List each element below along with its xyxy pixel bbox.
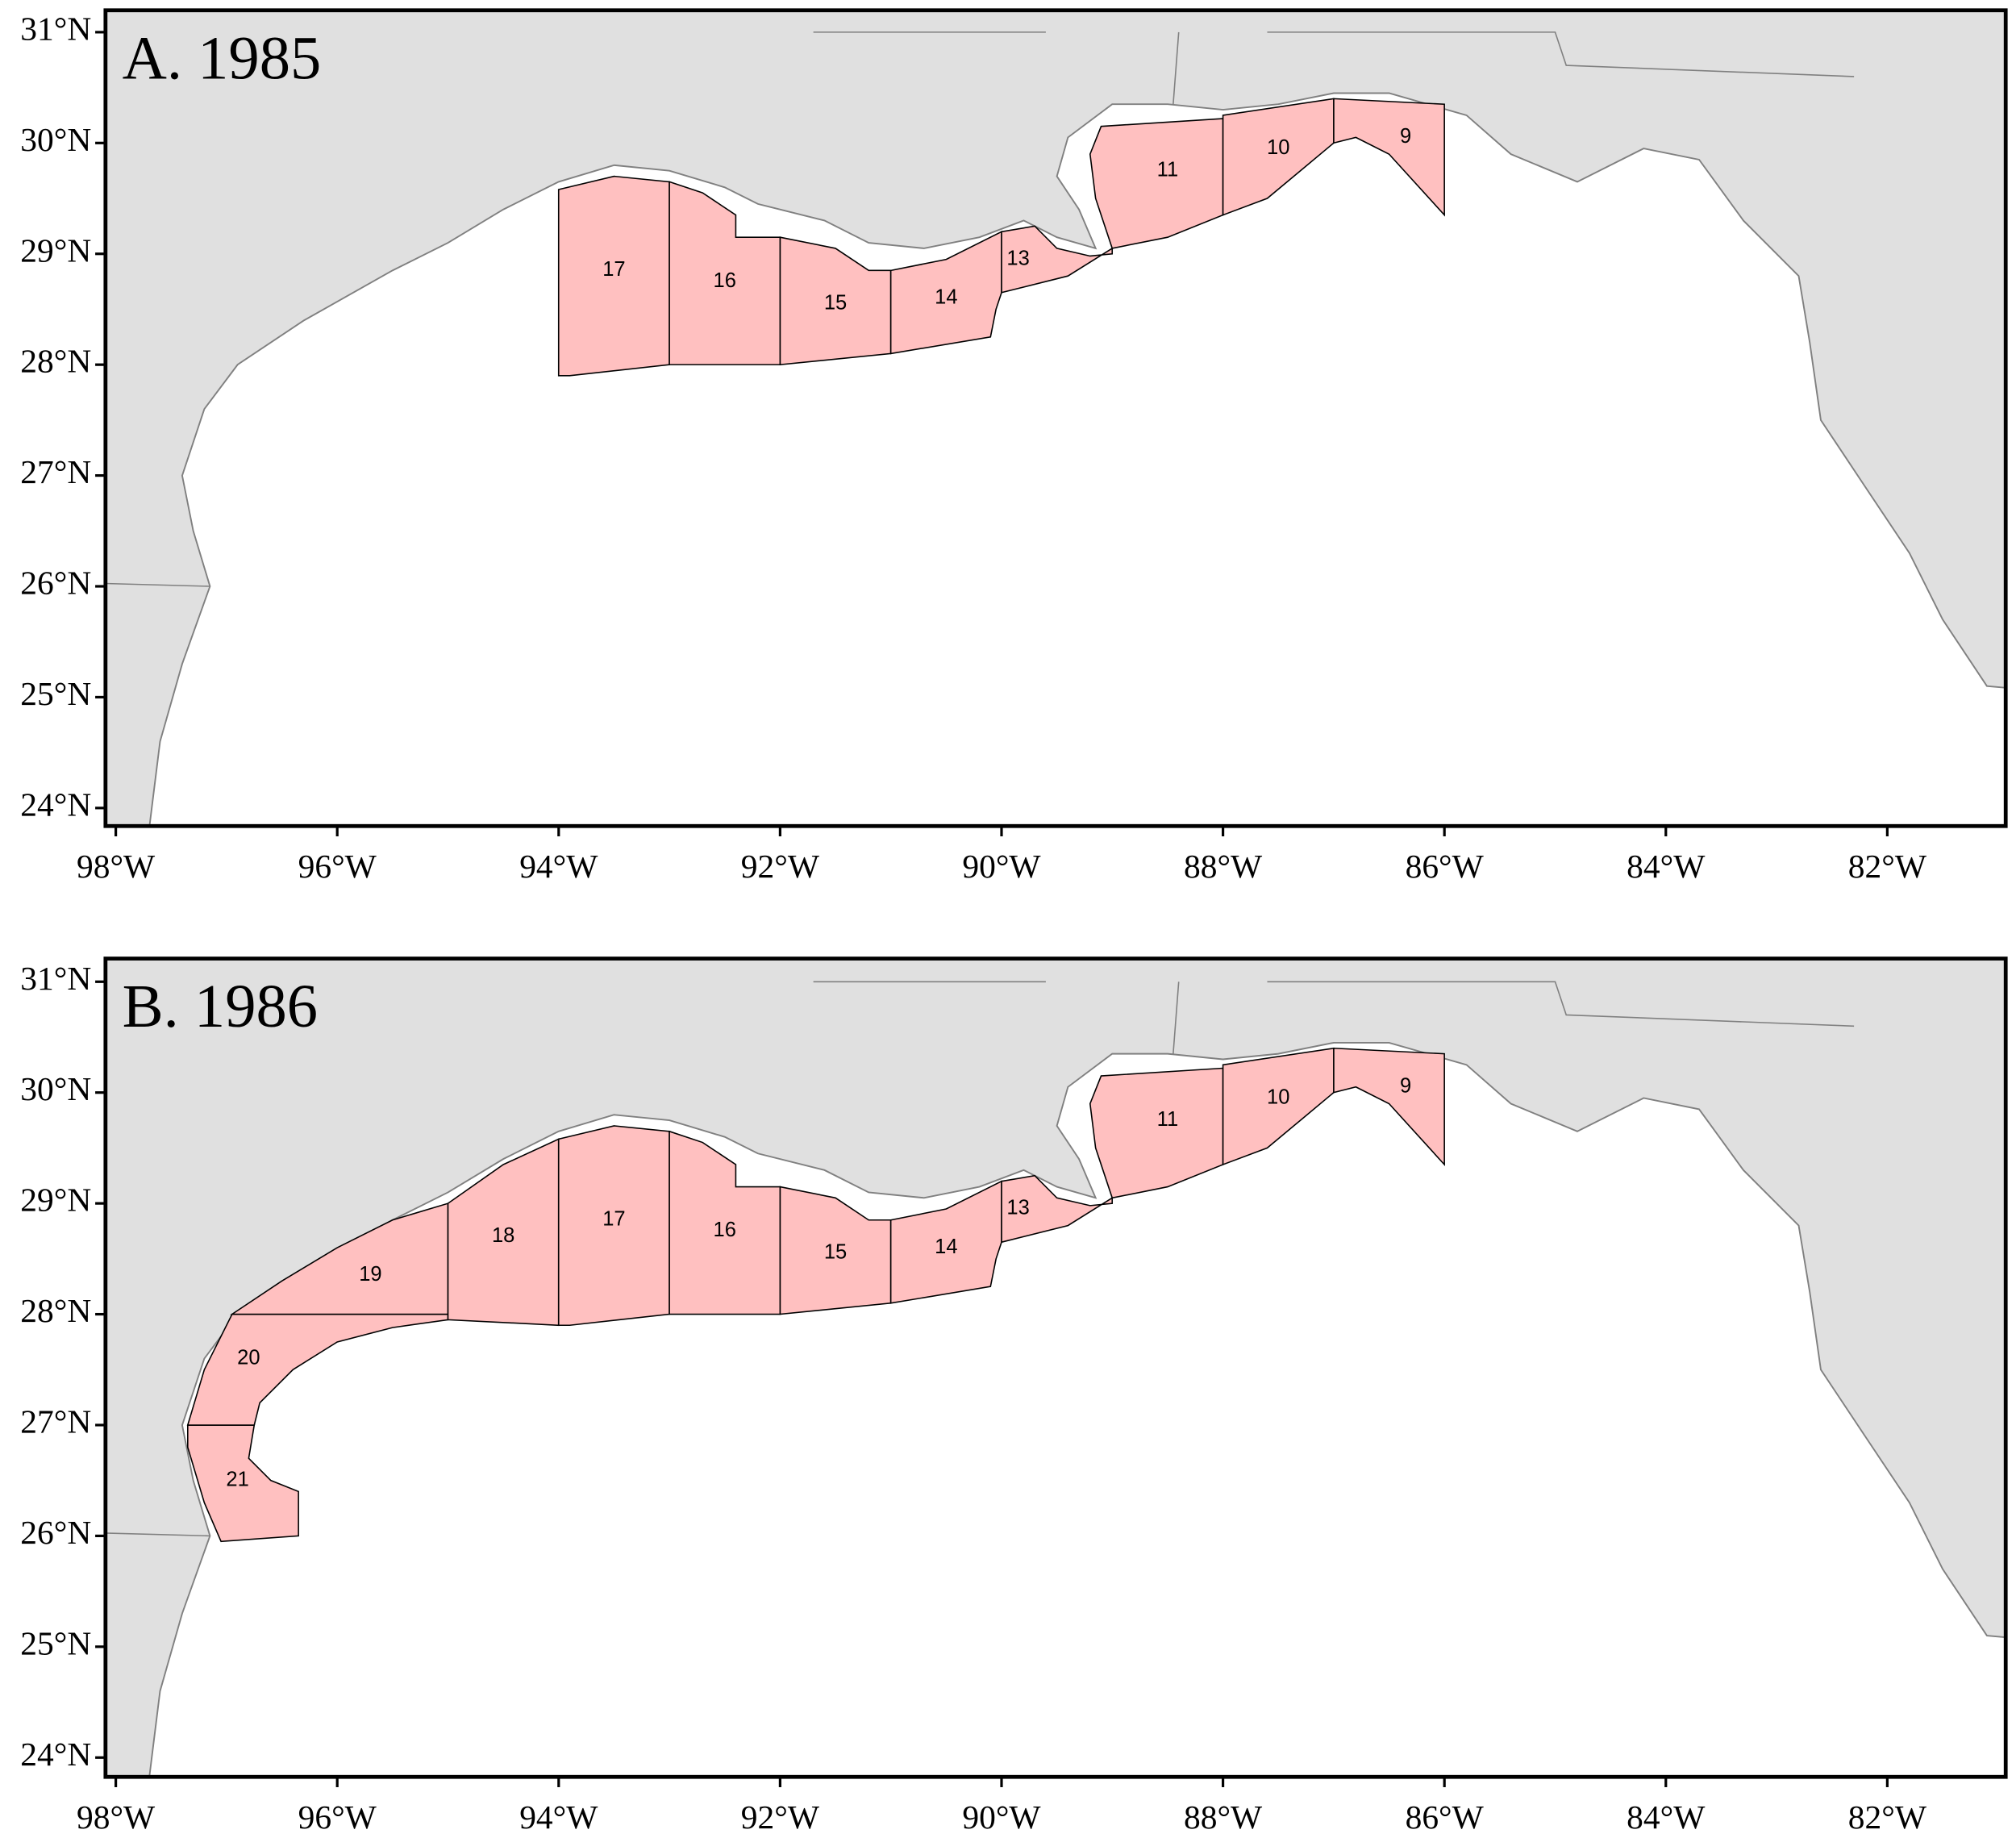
map-body: 17 16 15 14 13 11 10 9	[105, 10, 2006, 827]
y-tick-label: 26°N	[20, 1514, 91, 1551]
zone	[669, 181, 781, 365]
y-tick-label: 30°N	[20, 1070, 91, 1107]
map-body: 21 20 19 18 17 16 15 14 13 11 10 9	[105, 958, 2006, 1778]
x-tick-label: 94°W	[519, 848, 598, 885]
zone	[1001, 225, 1114, 294]
border	[1267, 981, 1855, 1027]
zone-label: 13	[1006, 247, 1029, 269]
y-tick-label: 27°N	[20, 1402, 91, 1440]
x-tick-label: 82°W	[1848, 848, 1927, 885]
y-tick-label: 25°N	[20, 1624, 91, 1661]
frame	[103, 8, 2008, 828]
zone	[889, 1180, 1002, 1304]
x-tick-label: 98°W	[77, 848, 156, 885]
border	[1267, 31, 1855, 77]
zone-label: 9	[1400, 125, 1411, 148]
y-tick-label: 24°N	[20, 1736, 91, 1773]
zone	[669, 1130, 781, 1315]
zone-label: 17	[602, 258, 625, 281]
zone	[186, 1424, 299, 1543]
border	[105, 582, 210, 587]
zone-label: 9	[1400, 1075, 1411, 1098]
panel-title: A. 1985	[123, 23, 322, 92]
frame	[103, 957, 2008, 1779]
zone	[1333, 98, 1445, 217]
x-tick-label: 90°W	[962, 848, 1041, 885]
x-tick-label: 92°W	[741, 848, 820, 885]
y-tick-label: 30°N	[20, 121, 91, 158]
x-tick-label: 84°W	[1627, 1798, 1706, 1836]
zone-label: 11	[1157, 158, 1179, 181]
border	[1173, 31, 1180, 105]
zone-label: 13	[1006, 1197, 1029, 1219]
zone-label: 10	[1267, 1086, 1289, 1108]
zone	[889, 231, 1002, 355]
y-tick-label: 26°N	[20, 565, 91, 602]
y-tick-label: 29°N	[20, 1182, 91, 1219]
zone-label: 21	[226, 1468, 248, 1490]
x-tick-label: 92°W	[741, 1798, 820, 1836]
zone-label: 19	[359, 1263, 381, 1286]
zone	[1089, 1067, 1224, 1199]
zone-label: 20	[237, 1346, 260, 1369]
x-tick-label: 88°W	[1184, 1798, 1263, 1836]
y-tick-label: 31°N	[20, 10, 91, 47]
zone-label: 16	[714, 269, 736, 292]
zone-label: 14	[935, 1236, 957, 1258]
border	[105, 1532, 210, 1537]
land	[105, 10, 2006, 827]
zone-label: 15	[824, 1241, 847, 1264]
x-tick-label: 86°W	[1406, 1798, 1485, 1836]
y-tick-label: 24°N	[20, 786, 91, 823]
y-tick-label: 31°N	[20, 960, 91, 997]
y-tick-label: 28°N	[20, 1292, 91, 1329]
zone	[186, 1313, 449, 1426]
y-tick-label: 28°N	[20, 343, 91, 380]
zone-label: 14	[935, 285, 957, 308]
y-tick-label: 29°N	[20, 231, 91, 269]
zone	[1001, 1174, 1114, 1244]
x-tick-label: 90°W	[962, 1798, 1041, 1836]
zone	[1089, 118, 1224, 249]
x-tick-label: 98°W	[77, 1798, 156, 1836]
zone-label: 18	[492, 1224, 514, 1247]
x-tick-label: 86°W	[1406, 848, 1485, 885]
x-tick-label: 82°W	[1848, 1798, 1927, 1836]
x-tick-label: 96°W	[298, 1798, 377, 1836]
zone-label: 17	[602, 1207, 625, 1230]
panel-title: B. 1986	[123, 972, 318, 1040]
y-tick-label: 27°N	[20, 453, 91, 490]
x-tick-label: 96°W	[298, 848, 377, 885]
zone-label: 10	[1267, 136, 1289, 159]
x-tick-label: 88°W	[1184, 848, 1263, 885]
zone-label: 16	[714, 1219, 736, 1241]
x-tick-label: 84°W	[1627, 848, 1706, 885]
zone-label: 15	[824, 291, 847, 314]
border	[1173, 982, 1180, 1054]
zone-label: 11	[1157, 1108, 1179, 1131]
map-panel: 17 16 15 14 13 11 10 9 A. 1985 98°W 96°W 94°W 92°W 90…	[20, 8, 2008, 885]
zone	[1333, 1047, 1445, 1167]
y-tick-label: 25°N	[20, 675, 91, 712]
x-tick-label: 94°W	[519, 1798, 598, 1836]
map-panel: 21 20 19 18 17 16 15 14 13 11 10 9 B. 1986 98°W 96°W 94…	[20, 957, 2008, 1836]
